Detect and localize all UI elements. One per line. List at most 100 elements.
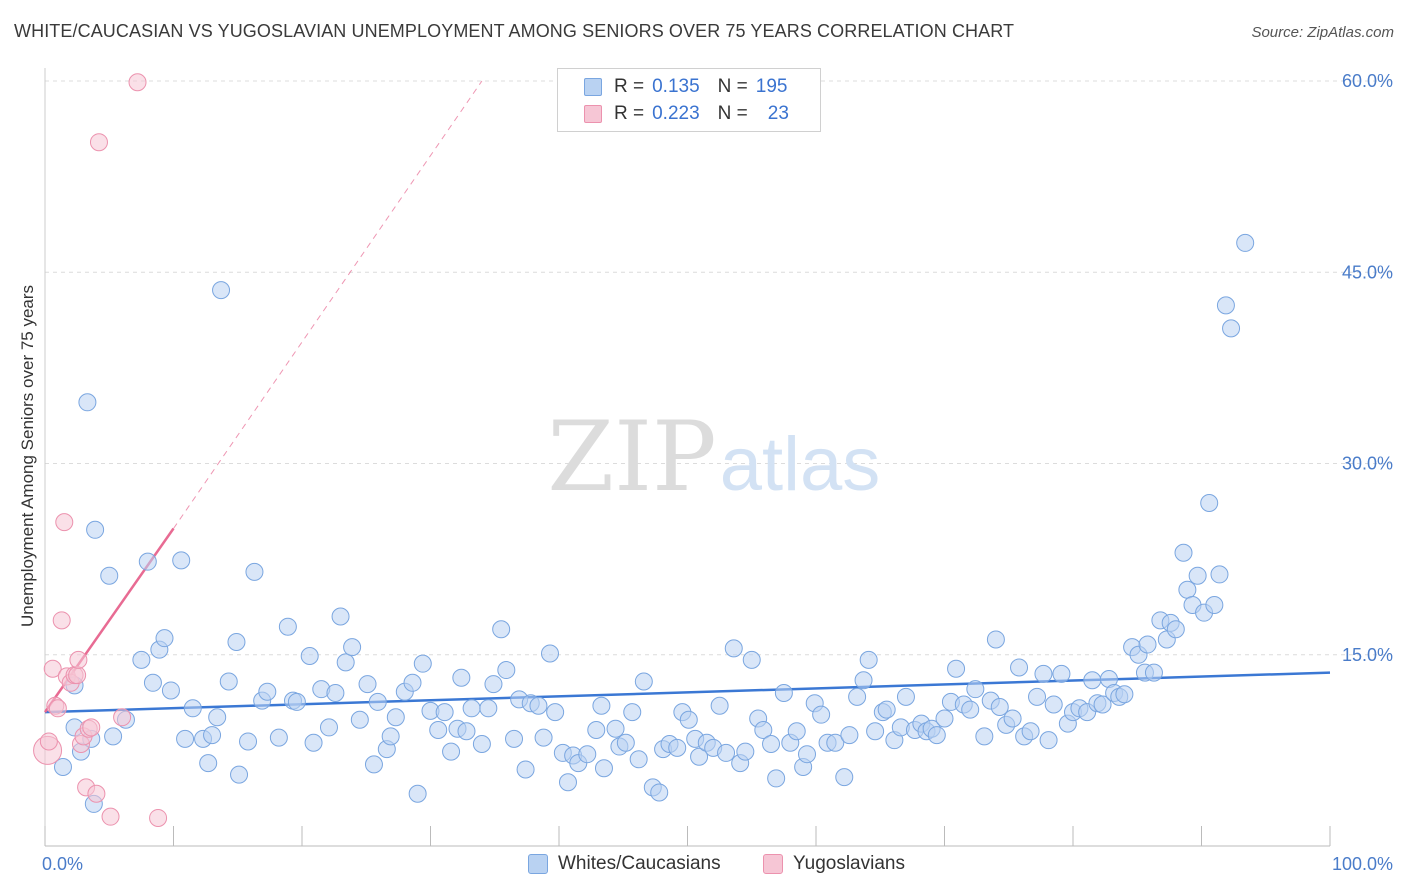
point-yugoslavians [39, 732, 58, 751]
point-whites [558, 773, 577, 792]
point-whites [212, 281, 231, 300]
point-whites [516, 760, 535, 779]
point-whites [287, 692, 306, 711]
legend-swatch-whites [584, 78, 602, 96]
point-whites [1093, 695, 1112, 714]
point-whites [155, 629, 174, 648]
point-whites [78, 393, 97, 412]
point-whites [442, 742, 461, 761]
point-yugoslavians [149, 808, 168, 827]
point-whites [413, 654, 432, 673]
point-whites [138, 552, 157, 571]
point-whites [1003, 709, 1022, 728]
point-whites [592, 696, 611, 715]
point-whites [319, 718, 338, 737]
point-whites [304, 733, 323, 752]
point-whites [947, 659, 966, 678]
point-whites [966, 680, 985, 699]
point-whites [990, 698, 1009, 717]
point-whites [859, 650, 878, 669]
legend-n-value-yugoslavians: 23 [767, 103, 789, 124]
point-yugoslavians [89, 133, 108, 152]
point-whites [935, 709, 954, 728]
series-whites-points [53, 233, 1255, 813]
point-whites [1174, 543, 1193, 562]
point-whites [1210, 565, 1229, 584]
bottom-legend-whites: Whites/Caucasians [528, 852, 721, 876]
point-whites [854, 671, 873, 690]
point-whites [492, 620, 511, 639]
y-tick-label: 60.0% [1342, 71, 1393, 91]
point-whites [219, 672, 238, 691]
point-whites [326, 684, 345, 702]
point-whites [1144, 663, 1163, 682]
legend-r-value-whites: 0.135 [652, 76, 700, 97]
point-whites [961, 700, 980, 719]
point-whites [403, 673, 422, 692]
point-whites [690, 747, 709, 766]
point-whites [546, 703, 565, 722]
series-yugoslavians-points [33, 73, 168, 827]
point-whites [787, 722, 806, 741]
y-axis-title: Unemployment Among Seniors over 75 years [18, 285, 37, 627]
point-yugoslavians [82, 718, 101, 737]
point-whites [541, 644, 560, 663]
point-whites [300, 647, 319, 666]
y-tick-label: 15.0% [1342, 645, 1393, 665]
point-whites [1034, 664, 1053, 683]
point-whites [364, 755, 383, 774]
bottom-legend-yugoslavians: Yugoslavians [763, 852, 905, 876]
point-yugoslavians [128, 73, 147, 92]
point-whites [1052, 664, 1071, 683]
point-whites [258, 682, 277, 701]
point-whites [343, 638, 362, 657]
point-whites [452, 668, 471, 687]
stats-legend: R = 0.135 N = 195 R = 0.223 N = 23 [557, 68, 821, 132]
legend-r-label: R = [614, 76, 645, 97]
point-whites [429, 720, 448, 739]
point-whites [774, 684, 793, 702]
point-whites [1010, 658, 1029, 677]
tick-labels: 15.0% 30.0% 45.0% 60.0% 0.0% 100.0% [42, 71, 1393, 874]
point-whites [1188, 566, 1207, 585]
point-whites [208, 708, 227, 727]
chart-title: WHITE/CAUCASIAN VS YUGOSLAVIAN UNEMPLOYM… [14, 21, 1015, 41]
legend-n-label: N = [717, 76, 748, 97]
point-whites [386, 708, 405, 727]
source-label: Source: ZipAtlas.com [1251, 24, 1394, 41]
point-whites [239, 732, 258, 751]
point-whites [230, 765, 249, 784]
point-whites [629, 750, 648, 769]
point-whites [1044, 695, 1063, 714]
x-tick-label: 0.0% [42, 854, 83, 874]
point-whites [278, 617, 297, 636]
point-whites [479, 699, 498, 718]
point-whites [679, 710, 698, 729]
point-whites [840, 726, 859, 745]
point-whites [1166, 620, 1185, 639]
point-whites [826, 733, 845, 752]
point-whites [172, 551, 191, 570]
point-whites [877, 700, 896, 719]
point-whites [408, 784, 427, 803]
point-whites [742, 650, 761, 669]
point-whites [132, 650, 151, 669]
point-whites [1028, 687, 1047, 706]
watermark: ZIP atlas [547, 401, 880, 513]
point-whites [798, 745, 817, 764]
point-whites [534, 728, 553, 747]
point-whites [623, 703, 642, 722]
bottom-legend-label-whites: Whites/Caucasians [558, 853, 721, 874]
point-whites [1236, 233, 1255, 252]
point-whites [835, 768, 854, 787]
legend-r-label: R = [614, 103, 645, 124]
point-whites [1039, 731, 1058, 750]
bottom-legend-swatch-whites [528, 854, 548, 874]
point-whites [927, 726, 946, 745]
point-whites [199, 754, 218, 773]
trend-lines [43, 80, 1331, 714]
point-whites [587, 720, 606, 739]
point-whites [100, 566, 119, 585]
point-whites [1216, 296, 1235, 315]
point-whites [736, 742, 755, 761]
